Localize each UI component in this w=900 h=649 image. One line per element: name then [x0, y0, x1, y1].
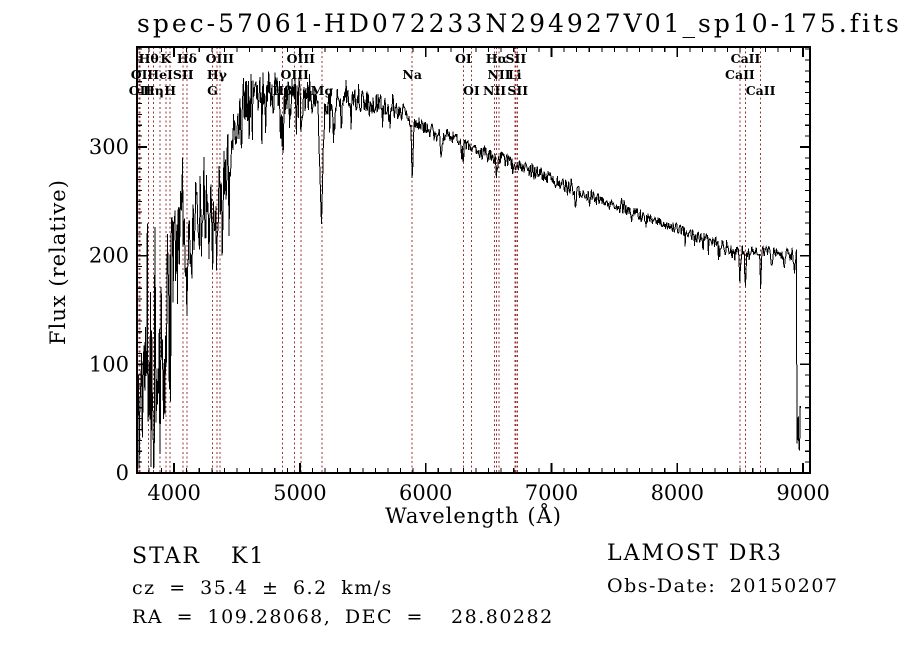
spectral-line-label: OI — [463, 83, 480, 98]
spectral-line-label: CaII — [725, 67, 755, 82]
x-axis-label: Wavelength (Å) — [385, 504, 562, 528]
x-tick-label: 5000 — [273, 481, 326, 505]
y-tick-label: 300 — [89, 135, 129, 159]
y-tick-label: 200 — [89, 244, 129, 268]
spectral-line-label: Li — [508, 67, 522, 82]
spectral-line-label: NII — [483, 83, 506, 98]
spectral-line-label: OI — [131, 67, 148, 82]
spectral-line-label: NII — [487, 67, 510, 82]
object-class-line: STAR K1 — [132, 544, 265, 569]
axes-frame — [136, 46, 811, 474]
x-tick-label: 9000 — [776, 481, 829, 505]
y-tick-label: 0 — [116, 461, 129, 485]
x-tick-label: 7000 — [525, 481, 578, 505]
cz-line: cz = 35.4 ± 6.2 km/s — [132, 577, 393, 599]
spectral-line-label: OII — [129, 83, 152, 98]
spectral-line-label: SII — [506, 51, 527, 66]
spectral-line-label: H — [164, 83, 176, 98]
spectrum-trace — [136, 71, 802, 469]
object-subclass: K1 — [231, 544, 266, 569]
y-tick-label: 100 — [89, 352, 129, 376]
object-class: STAR — [132, 544, 201, 569]
spectral-line-label: Hδ — [177, 51, 197, 66]
survey-label: LAMOST DR3 — [607, 541, 783, 566]
spectral-line-label: Hα — [486, 51, 508, 66]
spectral-line-label: CaII — [746, 83, 776, 98]
spectral-line-label: OIII — [287, 51, 316, 66]
spectral-line-label: SII — [173, 67, 194, 82]
spectral-line-label: HeI — [147, 67, 173, 82]
spectral-line-label: OIII — [206, 51, 235, 66]
obs-date-line: Obs-Date: 20150207 — [607, 575, 839, 597]
x-tick-label: 4000 — [147, 481, 200, 505]
plot-title: spec-57061-HD072233N294927V01_sp10-175.f… — [137, 9, 900, 38]
spectral-line-label: OI — [455, 51, 472, 66]
x-tick-label: 6000 — [399, 481, 452, 505]
spectral-line-label: SII — [507, 83, 528, 98]
spectral-line-label: Hβ — [272, 83, 292, 98]
spectral-line-label: Hη — [143, 83, 164, 98]
spectral-line-label: CaII — [731, 51, 761, 66]
spectral-line-label: K — [160, 51, 172, 66]
spectral-line-label: Hγ — [207, 67, 228, 82]
x-tick-label: 8000 — [651, 481, 704, 505]
spectral-line-label: Hθ — [139, 51, 159, 66]
radec-line: RA = 109.28068, DEC = 28.80282 — [132, 606, 554, 628]
y-axis-label: Flux (relative) — [46, 179, 70, 345]
spectral-line-label: G — [207, 83, 218, 98]
spectral-line-label: OIII — [280, 67, 309, 82]
spectral-line-label: Na — [402, 67, 422, 82]
